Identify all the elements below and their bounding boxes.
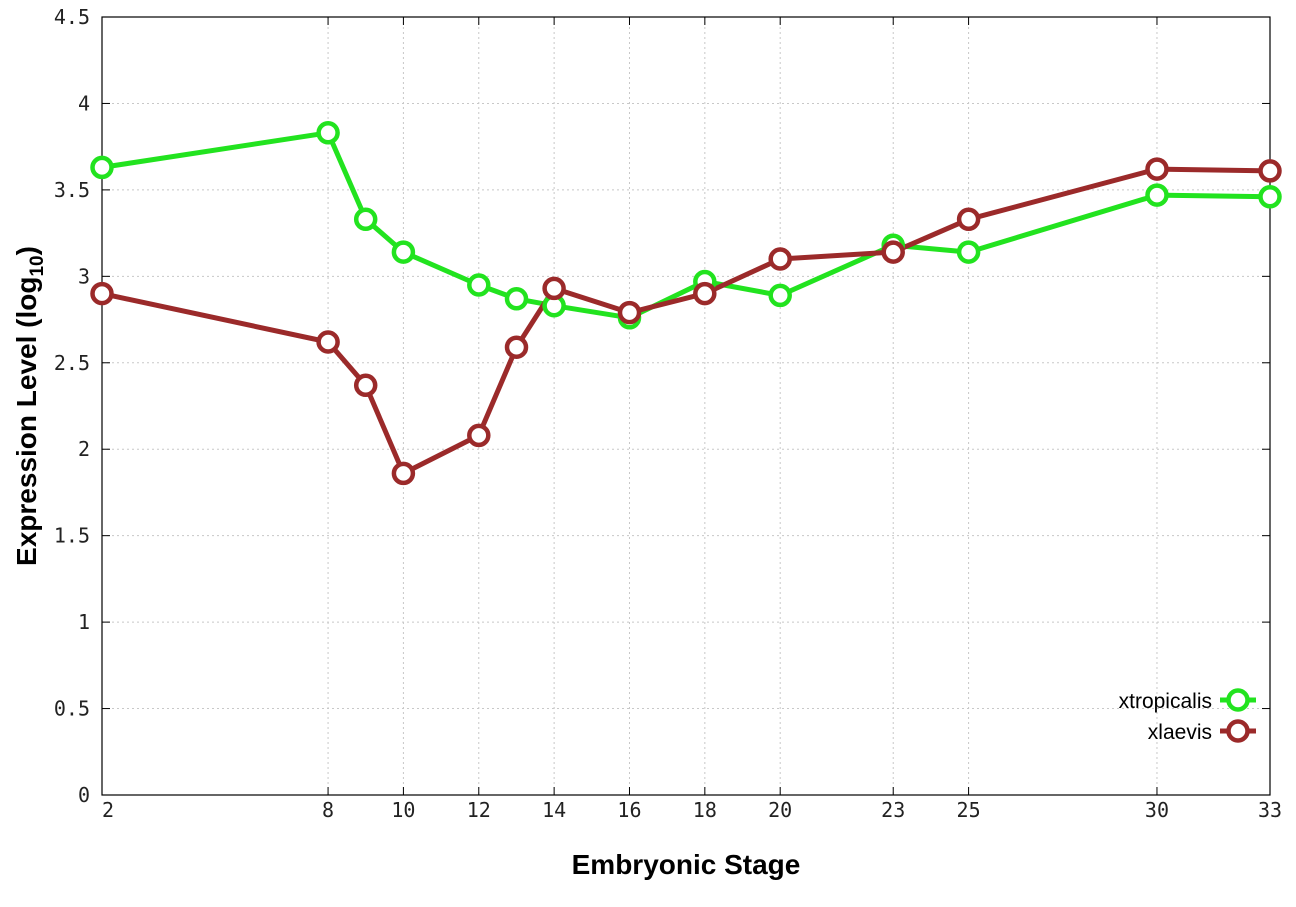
y-tick-label: 3.5 bbox=[54, 178, 90, 202]
legend-marker-xtropicalis bbox=[1226, 688, 1250, 712]
x-tick-label: 33 bbox=[1258, 798, 1282, 822]
x-tick-label: 18 bbox=[693, 798, 717, 822]
x-tick-label: 2 bbox=[102, 798, 114, 822]
data-point-xlaevis bbox=[768, 247, 792, 271]
y-tick-label: 2.5 bbox=[54, 351, 90, 375]
x-tick-label: 16 bbox=[617, 798, 641, 822]
x-axis-title: Embryonic Stage bbox=[572, 849, 801, 880]
data-point-xlaevis bbox=[391, 461, 416, 486]
x-tick-label: 23 bbox=[881, 798, 905, 822]
data-point-xtropicalis bbox=[467, 273, 491, 297]
data-point-xtropicalis bbox=[353, 207, 378, 232]
y-tick-label: 1.5 bbox=[54, 524, 90, 548]
axis-ticks: 0 0.5 1 1.5 2 2.5 3 3.5 4 4.5 2 8 10 12 14 16 18 20 23 25 30… bbox=[54, 5, 1282, 822]
data-point-xlaevis bbox=[467, 423, 491, 448]
x-tick-label: 25 bbox=[957, 798, 981, 822]
data-point-xlaevis bbox=[1258, 159, 1282, 183]
data-point-xlaevis bbox=[617, 300, 642, 325]
y-axis-title-main: Expression Level (log bbox=[11, 277, 42, 566]
data-point-xlaevis bbox=[956, 207, 981, 232]
y-tick-label: 3 bbox=[78, 264, 90, 288]
x-tick-label: 14 bbox=[542, 798, 566, 822]
y-axis-title-close: ) bbox=[11, 246, 42, 255]
y-axis-title: Expression Level (log10) bbox=[11, 246, 48, 566]
y-tick-label: 0 bbox=[78, 783, 90, 807]
x-tick-label: 20 bbox=[768, 798, 792, 822]
data-point-xlaevis bbox=[316, 330, 340, 354]
y-tick-label: 1 bbox=[78, 610, 90, 634]
data-point-xlaevis bbox=[693, 281, 717, 306]
data-point-xlaevis bbox=[504, 335, 529, 359]
x-tick-label: 8 bbox=[322, 798, 334, 822]
data-point-xtropicalis bbox=[768, 283, 792, 308]
data-point-xtropicalis bbox=[1258, 185, 1282, 209]
y-tick-label: 4 bbox=[78, 91, 90, 115]
data-point-xtropicalis bbox=[1145, 183, 1169, 207]
data-point-xlaevis bbox=[542, 276, 566, 301]
series-line-xlaevis bbox=[101, 166, 1271, 476]
data-point-xlaevis bbox=[1145, 157, 1169, 181]
data-point-xlaevis bbox=[881, 240, 905, 264]
legend-label-xlaevis: xlaevis bbox=[1148, 721, 1212, 744]
plot-frame bbox=[101, 16, 1271, 796]
x-tick-label: 30 bbox=[1145, 798, 1169, 822]
y-axis-title-subscript: 10 bbox=[27, 255, 48, 276]
data-point-xtropicalis bbox=[956, 240, 981, 264]
grid bbox=[102, 17, 1270, 795]
data-point-xtropicalis bbox=[504, 287, 529, 311]
data-point-xtropicalis bbox=[316, 121, 340, 145]
x-tick-label: 10 bbox=[391, 798, 415, 822]
y-tick-label: 2 bbox=[78, 437, 90, 461]
data-point-xlaevis bbox=[90, 281, 114, 306]
data-point-xtropicalis bbox=[391, 240, 416, 264]
series-line-xtropicalis bbox=[101, 130, 1271, 321]
x-tick-label: 12 bbox=[467, 798, 491, 822]
legend-label-xtropicalis: xtropicalis bbox=[1119, 690, 1212, 713]
data-point-xlaevis bbox=[353, 373, 378, 398]
legend-marker-xlaevis bbox=[1226, 719, 1250, 743]
y-tick-label: 0.5 bbox=[54, 697, 90, 721]
series-group bbox=[90, 121, 1282, 486]
y-tick-label: 4.5 bbox=[54, 5, 90, 29]
legend: xtropicalis xlaevis bbox=[1119, 688, 1256, 744]
data-point-xtropicalis bbox=[90, 155, 114, 180]
